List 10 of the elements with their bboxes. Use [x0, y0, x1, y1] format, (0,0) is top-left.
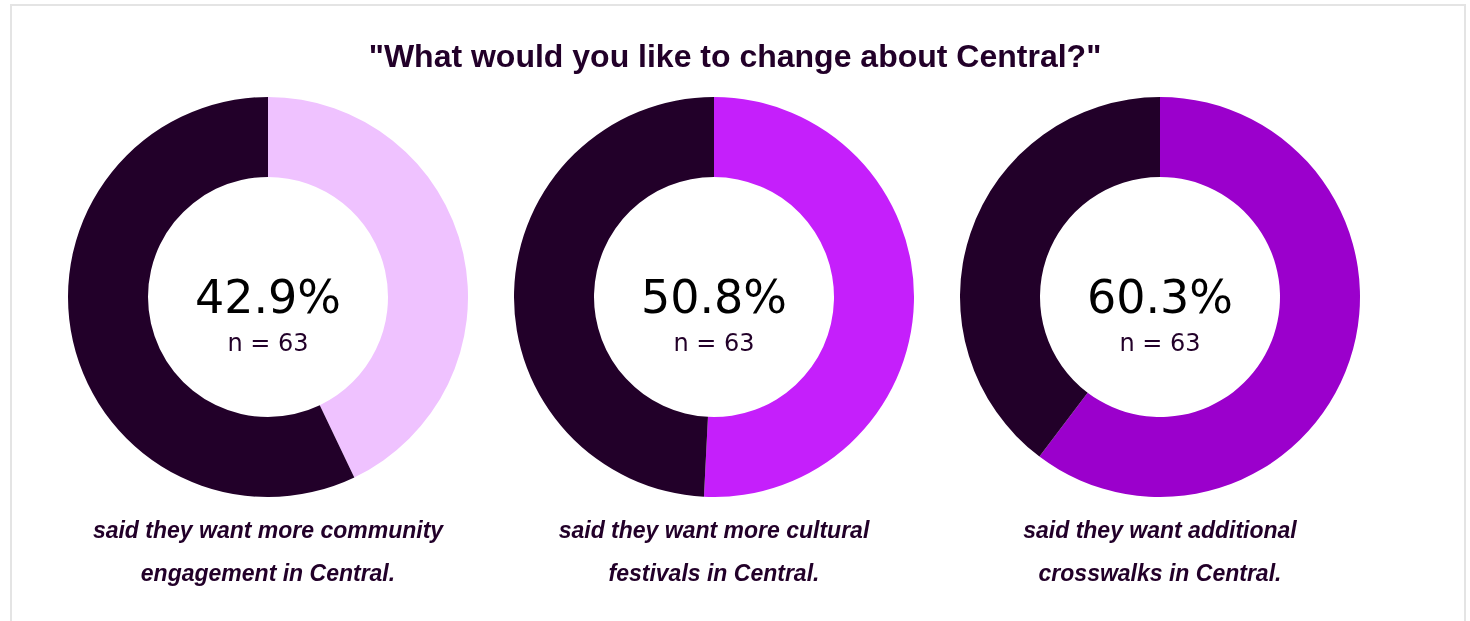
text: said they want more community engagement in Central.: [91, 516, 445, 588]
text: 50.8%: [640, 270, 788, 324]
text: "What would you like to change about Central?": [367, 38, 1103, 75]
text: said they want more cultural festivals in Central.: [557, 516, 871, 588]
text: said they want additional crosswalks in Central.: [1022, 516, 1298, 588]
text: n = 63: [673, 329, 755, 357]
text: 60.3%: [1086, 270, 1234, 324]
text: n = 63: [227, 329, 309, 357]
text: n = 63: [1119, 329, 1201, 357]
text: 42.9%: [194, 270, 342, 324]
